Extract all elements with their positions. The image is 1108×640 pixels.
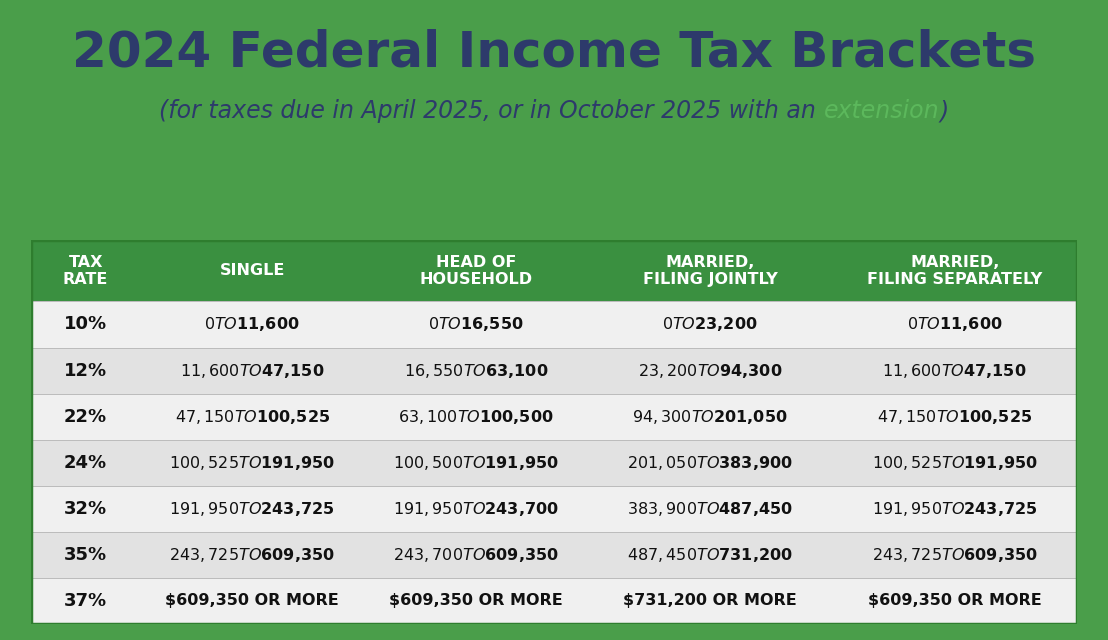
Bar: [31, 240, 1077, 301]
Text: $191,950 TO $243,725: $191,950 TO $243,725: [872, 500, 1037, 518]
Text: $0 TO $11,600: $0 TO $11,600: [907, 316, 1003, 333]
Bar: [31, 578, 1077, 624]
Text: extension: extension: [823, 99, 940, 123]
Text: 10%: 10%: [64, 316, 107, 333]
Text: $243,700 TO $609,350: $243,700 TO $609,350: [393, 546, 558, 564]
Text: MARRIED,
FILING SEPARATELY: MARRIED, FILING SEPARATELY: [868, 255, 1043, 287]
Text: $0 TO $11,600: $0 TO $11,600: [204, 316, 300, 333]
Text: $100,525 TO $191,950: $100,525 TO $191,950: [872, 454, 1037, 472]
Text: $243,725 TO $609,350: $243,725 TO $609,350: [170, 546, 335, 564]
Text: TAX
RATE: TAX RATE: [63, 255, 109, 287]
Bar: [31, 486, 1077, 532]
Text: $191,950 TO $243,725: $191,950 TO $243,725: [170, 500, 335, 518]
Text: 2024 Federal Income Tax Brackets: 2024 Federal Income Tax Brackets: [72, 29, 1036, 77]
Text: $201,050 TO $383,900: $201,050 TO $383,900: [627, 454, 793, 472]
Text: $47,150 TO $100,525: $47,150 TO $100,525: [175, 408, 330, 426]
Text: $100,525 TO $191,950: $100,525 TO $191,950: [170, 454, 335, 472]
Text: 37%: 37%: [64, 592, 107, 610]
Text: $100,500 TO $191,950: $100,500 TO $191,950: [393, 454, 558, 472]
Text: $191,950 TO $243,700: $191,950 TO $243,700: [393, 500, 558, 518]
Text: $383,900 TO $487,450: $383,900 TO $487,450: [627, 500, 793, 518]
Text: MARRIED,
FILING JOINTLY: MARRIED, FILING JOINTLY: [643, 255, 778, 287]
Text: $731,200 OR MORE: $731,200 OR MORE: [623, 593, 797, 609]
Text: $243,725 TO $609,350: $243,725 TO $609,350: [872, 546, 1037, 564]
Bar: [31, 532, 1077, 578]
Text: HEAD OF
HOUSEHOLD: HEAD OF HOUSEHOLD: [420, 255, 533, 287]
Bar: [31, 301, 1077, 348]
Text: $16,550 TO $63,100: $16,550 TO $63,100: [403, 362, 548, 380]
Text: $0 TO $16,550: $0 TO $16,550: [428, 316, 524, 333]
Text: 32%: 32%: [64, 500, 107, 518]
Bar: [31, 348, 1077, 394]
Text: 22%: 22%: [64, 408, 107, 426]
Text: 12%: 12%: [64, 362, 107, 380]
Bar: [31, 394, 1077, 440]
Text: ): ): [940, 99, 948, 123]
Text: $63,100 TO $100,500: $63,100 TO $100,500: [398, 408, 554, 426]
Text: $609,350 OR MORE: $609,350 OR MORE: [868, 593, 1042, 609]
Text: $609,350 OR MORE: $609,350 OR MORE: [389, 593, 563, 609]
Text: $11,600 TO $47,150: $11,600 TO $47,150: [882, 362, 1027, 380]
Bar: [31, 440, 1077, 486]
Text: 24%: 24%: [64, 454, 107, 472]
Text: $23,200 TO $94,300: $23,200 TO $94,300: [638, 362, 782, 380]
Text: SINGLE: SINGLE: [219, 263, 285, 278]
Text: (for taxes due in April 2025, or in October 2025 with an: (for taxes due in April 2025, or in Octo…: [160, 99, 823, 123]
Text: $609,350 OR MORE: $609,350 OR MORE: [165, 593, 339, 609]
Text: $0 TO $23,200: $0 TO $23,200: [663, 316, 758, 333]
Text: $487,450 TO $731,200: $487,450 TO $731,200: [627, 546, 793, 564]
Text: 35%: 35%: [64, 546, 107, 564]
Text: $11,600 TO $47,150: $11,600 TO $47,150: [179, 362, 325, 380]
Text: $94,300 TO $201,050: $94,300 TO $201,050: [633, 408, 788, 426]
Text: $47,150 TO $100,525: $47,150 TO $100,525: [878, 408, 1033, 426]
